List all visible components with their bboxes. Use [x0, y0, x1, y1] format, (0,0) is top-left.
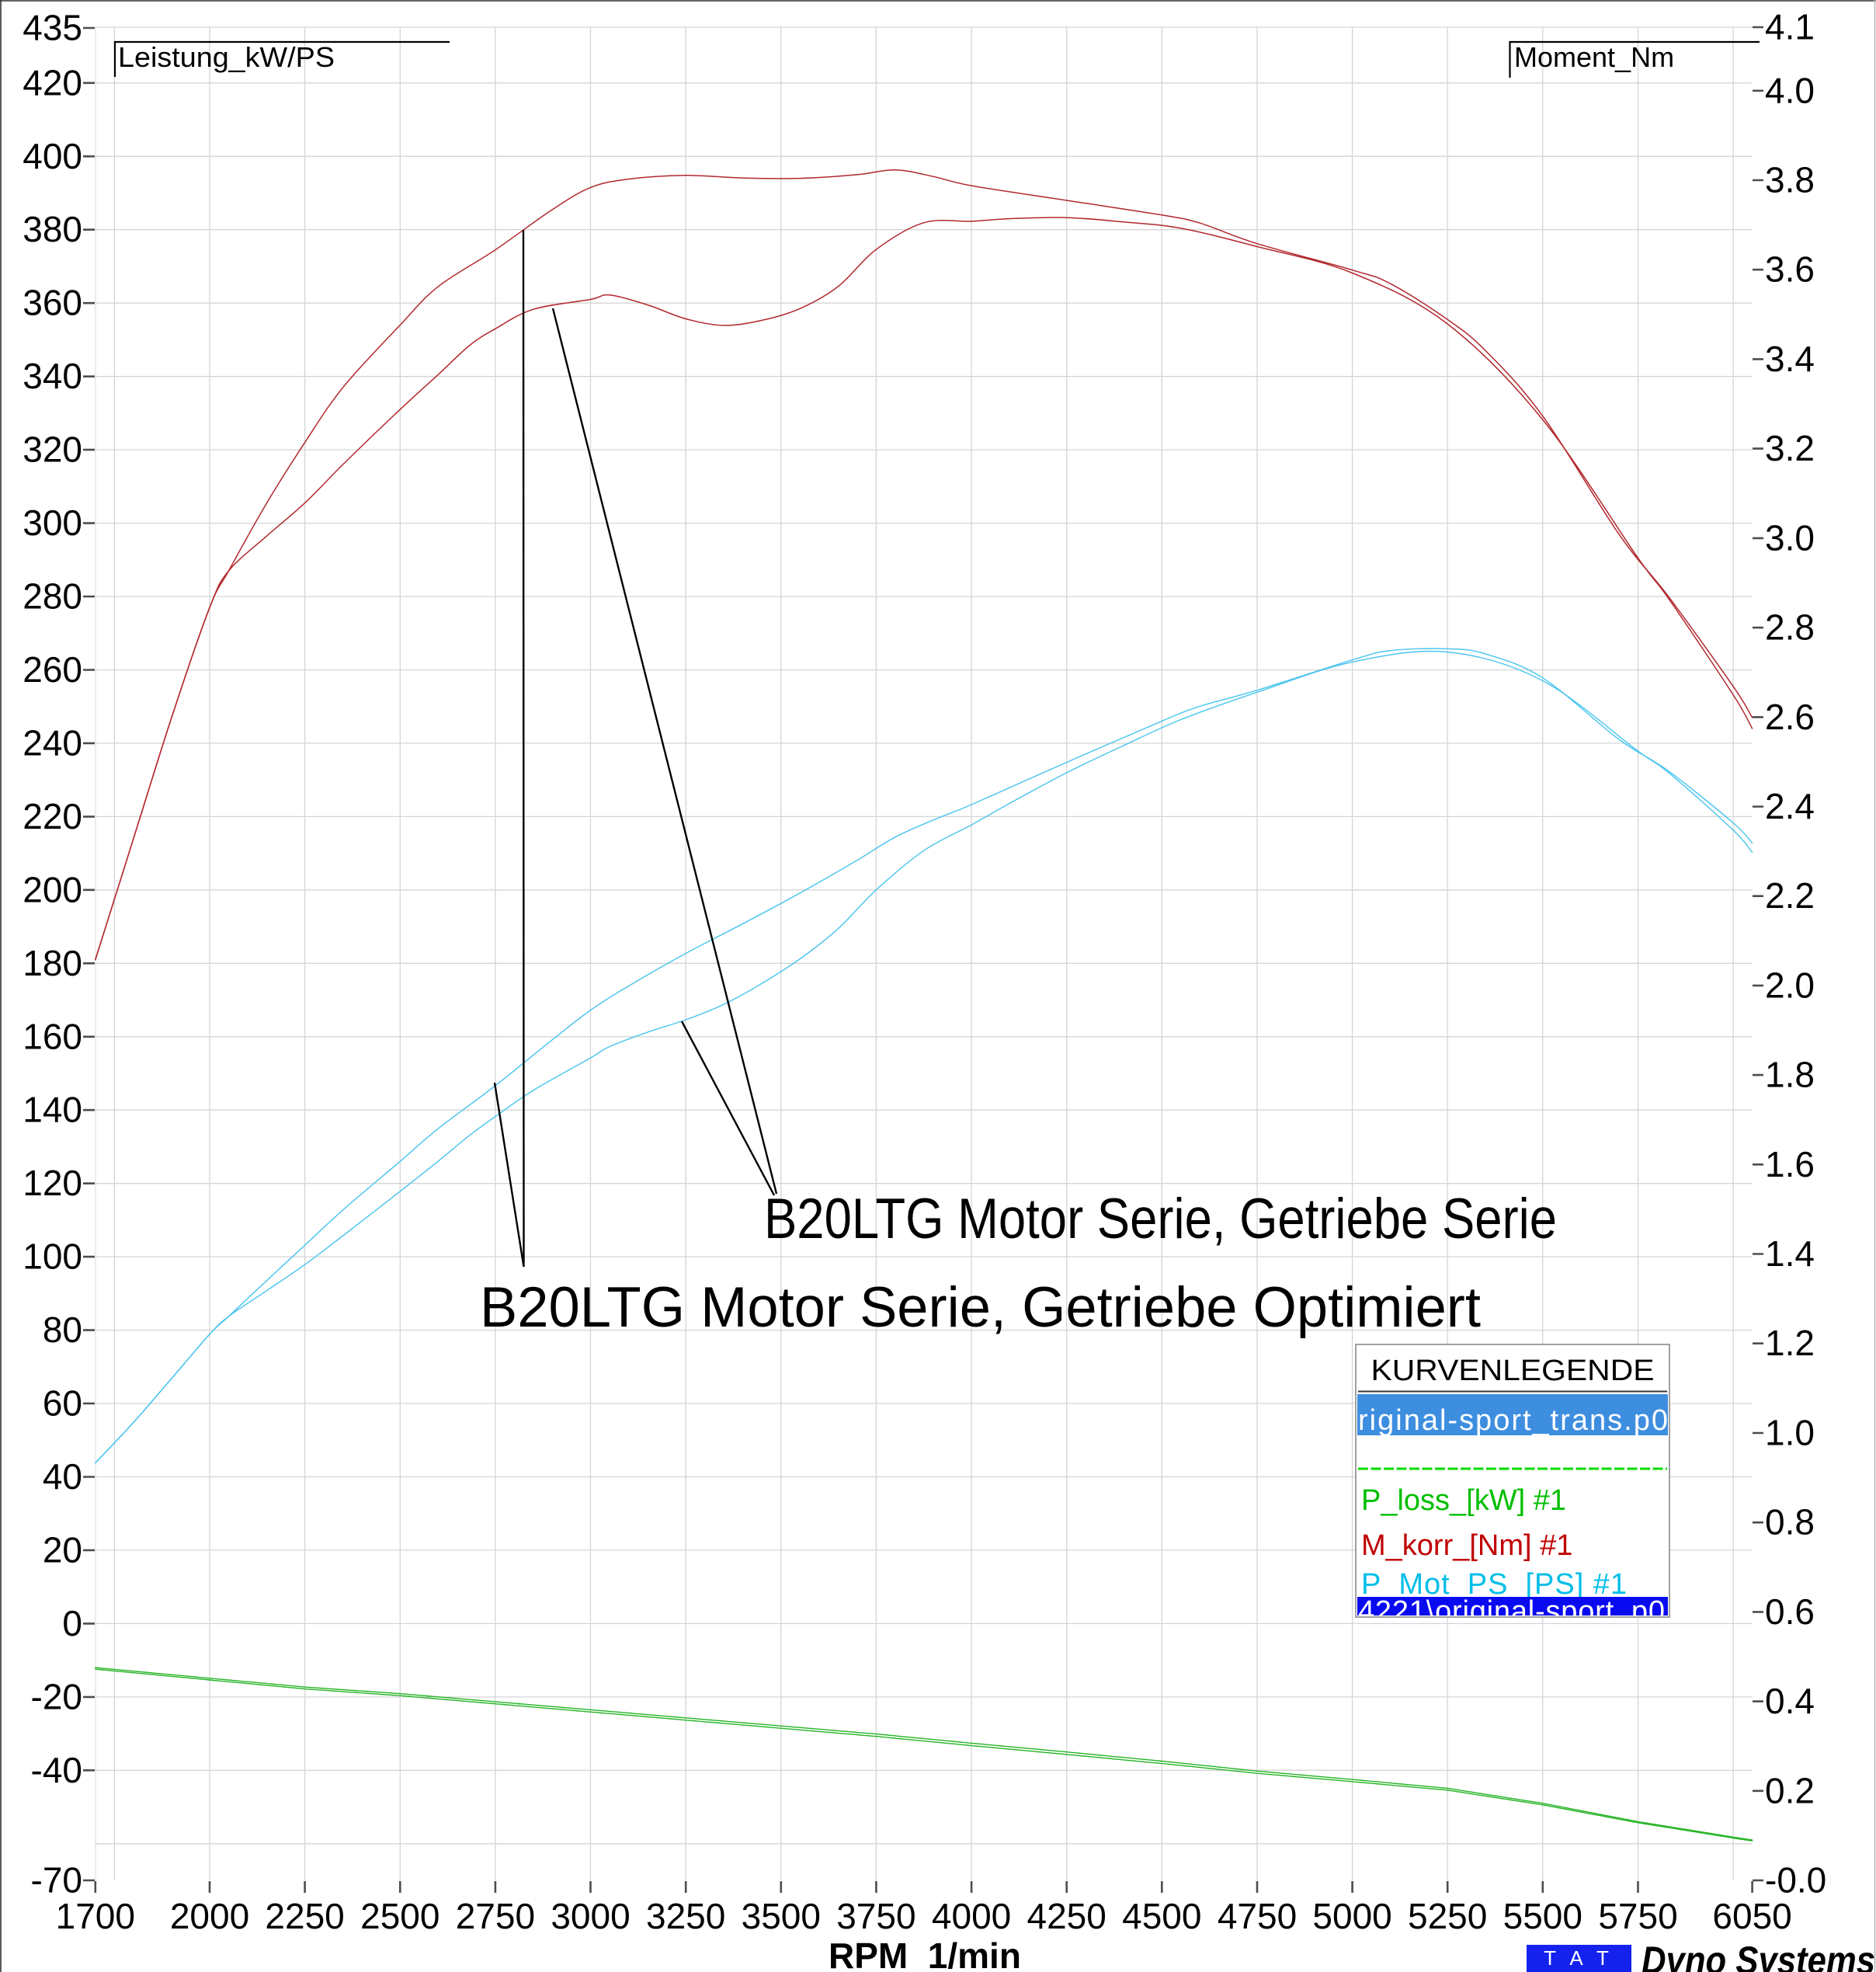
svg-text:40: 40	[43, 1456, 82, 1497]
svg-text:1.8: 1.8	[1765, 1055, 1815, 1095]
svg-text:1.0: 1.0	[1765, 1413, 1815, 1453]
svg-text:-40: -40	[31, 1750, 82, 1790]
svg-text:RPM 1/min: RPM 1/min	[829, 1935, 1021, 1972]
svg-text:-20: -20	[31, 1676, 82, 1716]
svg-text:3.0: 3.0	[1765, 517, 1815, 558]
svg-text:220: 220	[23, 796, 82, 836]
svg-text:280: 280	[23, 576, 82, 617]
svg-text:140: 140	[23, 1090, 82, 1130]
svg-text:180: 180	[23, 943, 82, 983]
svg-text:380: 380	[23, 209, 82, 249]
svg-text:0: 0	[62, 1603, 82, 1643]
svg-text:3250: 3250	[646, 1896, 725, 1936]
svg-text:360: 360	[23, 283, 82, 323]
svg-text:5500: 5500	[1503, 1896, 1582, 1936]
svg-text:435: 435	[23, 8, 82, 48]
svg-text:3.6: 3.6	[1765, 249, 1815, 290]
svg-text:4000: 4000	[932, 1896, 1011, 1936]
svg-text:2750: 2750	[456, 1896, 535, 1936]
svg-text:4750: 4750	[1218, 1896, 1297, 1936]
svg-text:60: 60	[43, 1383, 82, 1424]
svg-text:6050: 6050	[1712, 1896, 1791, 1936]
svg-text:0.6: 0.6	[1765, 1591, 1815, 1632]
svg-text:M_korr_[Nm] #1: M_korr_[Nm] #1	[1361, 1529, 1572, 1562]
svg-text:2.2: 2.2	[1765, 875, 1815, 916]
svg-text:P_loss_[kW] #1: P_loss_[kW] #1	[1361, 1484, 1566, 1517]
svg-text:200: 200	[23, 869, 82, 909]
svg-text:2250: 2250	[265, 1896, 344, 1936]
svg-text:4.0: 4.0	[1765, 70, 1815, 110]
svg-text:KURVENLEGENDE: KURVENLEGENDE	[1371, 1355, 1655, 1387]
svg-text:2.6: 2.6	[1765, 697, 1815, 737]
svg-text:120: 120	[23, 1163, 82, 1203]
svg-text:2000: 2000	[170, 1896, 249, 1936]
svg-text:3.8: 3.8	[1765, 160, 1815, 200]
svg-text:5000: 5000	[1312, 1896, 1391, 1936]
svg-text:4250: 4250	[1027, 1896, 1106, 1936]
svg-text:0.4: 0.4	[1765, 1681, 1815, 1721]
svg-text:3.2: 3.2	[1765, 428, 1815, 468]
svg-text:340: 340	[23, 356, 82, 396]
svg-text:1700: 1700	[56, 1896, 135, 1936]
svg-text:0.2: 0.2	[1765, 1770, 1815, 1810]
svg-text:1.4: 1.4	[1765, 1233, 1815, 1274]
svg-text:-70: -70	[31, 1860, 82, 1901]
svg-text:-0.0: -0.0	[1765, 1860, 1826, 1901]
svg-text:4221\original-sport_p0: 4221\original-sport_p0	[1358, 1595, 1665, 1628]
svg-text:80: 80	[43, 1309, 82, 1350]
svg-text:5750: 5750	[1598, 1896, 1677, 1936]
svg-text:Moment_Nm: Moment_Nm	[1514, 41, 1674, 73]
svg-text:P_Mot_PS_[PS] #1: P_Mot_PS_[PS] #1	[1361, 1568, 1627, 1601]
svg-text:2.0: 2.0	[1765, 965, 1815, 1005]
svg-text:100: 100	[23, 1236, 82, 1277]
svg-text:240: 240	[23, 722, 82, 763]
svg-text:20: 20	[43, 1529, 82, 1570]
svg-text:2500: 2500	[360, 1896, 439, 1936]
svg-text:160: 160	[23, 1016, 82, 1056]
svg-text:300: 300	[23, 503, 82, 543]
svg-text:B20LTG Motor Serie, Getriebe S: B20LTG Motor Serie, Getriebe Serie	[764, 1188, 1557, 1250]
svg-text:1.2: 1.2	[1765, 1323, 1815, 1363]
svg-text:420: 420	[23, 62, 82, 103]
svg-text:T A T: T A T	[1544, 1946, 1614, 1970]
svg-text:2.4: 2.4	[1765, 786, 1815, 826]
svg-text:B20LTG Motor Serie, Getriebe O: B20LTG Motor Serie, Getriebe Optimiert	[480, 1276, 1481, 1339]
svg-text:Leistung_kW/PS: Leistung_kW/PS	[118, 41, 335, 73]
svg-text:5250: 5250	[1408, 1896, 1487, 1936]
svg-text:1.6: 1.6	[1765, 1144, 1815, 1184]
svg-text:3500: 3500	[742, 1896, 821, 1936]
svg-text:4500: 4500	[1122, 1896, 1201, 1936]
svg-text:3.4: 3.4	[1765, 339, 1815, 379]
svg-text:riginal-sport_trans.p0: riginal-sport_trans.p0	[1358, 1404, 1668, 1437]
svg-text:400: 400	[23, 136, 82, 176]
svg-text:260: 260	[23, 649, 82, 690]
svg-text:Dyno Systems: Dyno Systems	[1642, 1939, 1875, 1972]
svg-text:3750: 3750	[836, 1896, 915, 1936]
svg-text:320: 320	[23, 430, 82, 470]
svg-text:3000: 3000	[551, 1896, 630, 1936]
svg-text:0.8: 0.8	[1765, 1502, 1815, 1542]
svg-text:4.1: 4.1	[1765, 7, 1815, 47]
svg-text:2.8: 2.8	[1765, 607, 1815, 648]
